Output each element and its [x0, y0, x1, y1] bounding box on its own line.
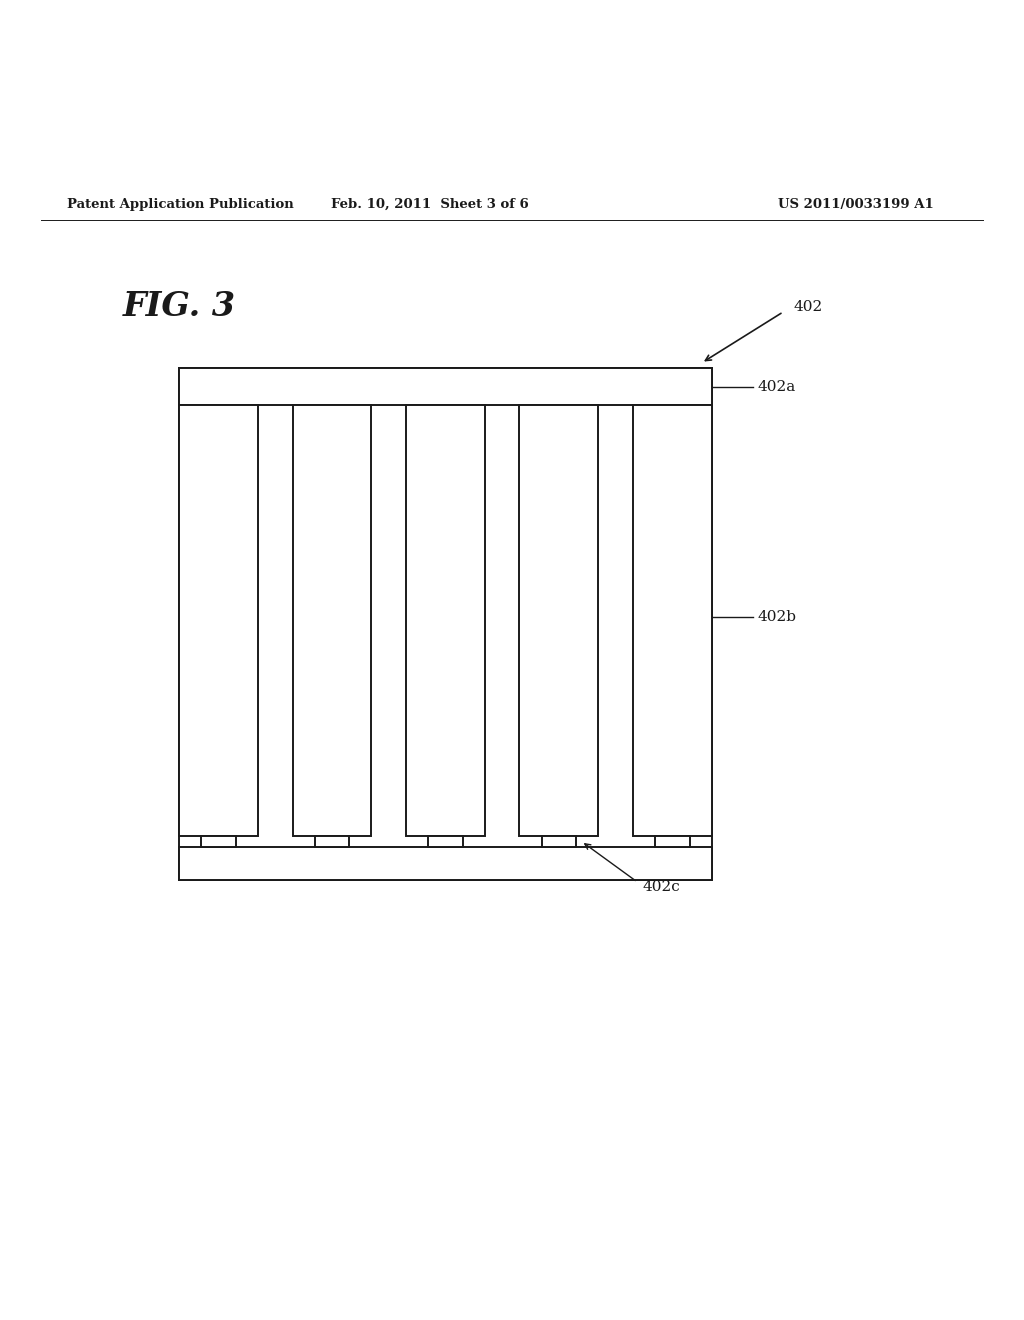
- Text: Patent Application Publication: Patent Application Publication: [67, 198, 293, 211]
- Bar: [407, 405, 484, 836]
- Text: 402: 402: [794, 300, 823, 314]
- Bar: [179, 405, 258, 836]
- Bar: [519, 405, 598, 836]
- Bar: [293, 405, 372, 836]
- Text: 402a: 402a: [758, 380, 796, 393]
- Bar: [655, 836, 689, 847]
- Bar: [179, 368, 712, 405]
- Text: Feb. 10, 2011  Sheet 3 of 6: Feb. 10, 2011 Sheet 3 of 6: [331, 198, 529, 211]
- Text: 402c: 402c: [643, 880, 681, 895]
- Bar: [428, 836, 463, 847]
- Text: US 2011/0033199 A1: US 2011/0033199 A1: [778, 198, 934, 211]
- Bar: [179, 847, 712, 880]
- Bar: [179, 368, 712, 880]
- Text: 402b: 402b: [758, 610, 797, 624]
- Bar: [633, 405, 712, 836]
- Text: FIG. 3: FIG. 3: [123, 290, 236, 323]
- Bar: [314, 836, 349, 847]
- Bar: [202, 836, 236, 847]
- Bar: [542, 836, 577, 847]
